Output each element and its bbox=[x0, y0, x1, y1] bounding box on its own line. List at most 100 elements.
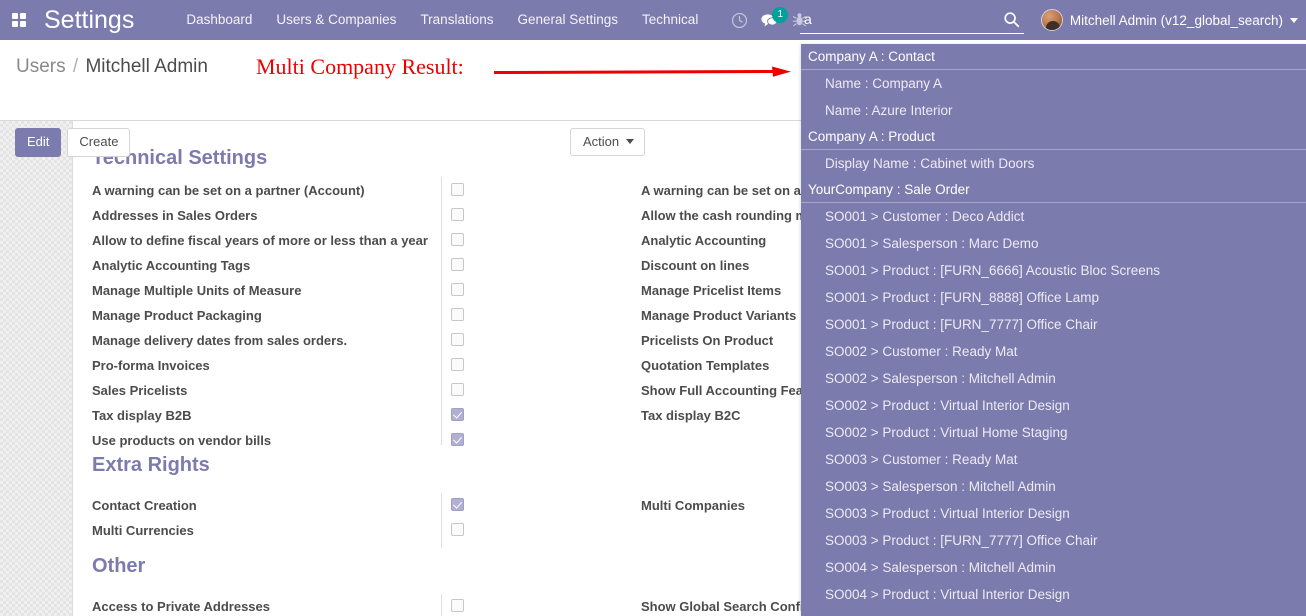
result-item[interactable]: SO002 > Customer : Ready Mat bbox=[825, 344, 1018, 359]
apps-grid-icon bbox=[12, 13, 26, 27]
clock-icon[interactable] bbox=[724, 0, 754, 40]
nav-item-users-companies[interactable]: Users & Companies bbox=[276, 12, 397, 27]
technical-settings-left-column: A warning can be set on a partner (Accou… bbox=[92, 178, 464, 453]
global-search-box[interactable] bbox=[800, 6, 1024, 34]
edit-button[interactable]: Edit bbox=[15, 128, 62, 157]
breadcrumb-root[interactable]: Users bbox=[16, 56, 66, 77]
setting-label: Tax display B2B bbox=[92, 408, 192, 423]
setting-checkbox[interactable] bbox=[451, 233, 464, 246]
setting-label: Pro-forma Invoices bbox=[92, 358, 210, 373]
setting-row[interactable]: Manage Multiple Units of Measure bbox=[92, 278, 464, 303]
setting-checkbox[interactable] bbox=[451, 358, 464, 371]
setting-checkbox[interactable] bbox=[451, 408, 464, 421]
setting-label: Manage Multiple Units of Measure bbox=[92, 283, 302, 298]
setting-row[interactable]: Tax display B2B bbox=[92, 403, 464, 428]
result-group-header: Company A : Contact bbox=[801, 44, 1306, 70]
setting-row[interactable]: Sales Pricelists bbox=[92, 378, 464, 403]
global-search-results-dropdown[interactable]: Company A : Contact Name : Company A Nam… bbox=[801, 44, 1306, 616]
nav-item-general-settings[interactable]: General Settings bbox=[517, 12, 619, 27]
setting-label: Multi Companies bbox=[641, 498, 746, 513]
setting-row[interactable]: Manage delivery dates from sales orders. bbox=[92, 328, 464, 353]
annotation-text: Multi Company Result: bbox=[256, 54, 464, 79]
setting-checkbox[interactable] bbox=[451, 308, 464, 321]
setting-label: Analytic Accounting Tags bbox=[92, 258, 251, 273]
result-item[interactable]: SO003 > Product : [FURN_7777] Office Cha… bbox=[825, 533, 1098, 548]
column-divider-left-2 bbox=[441, 493, 442, 548]
setting-row[interactable]: Access to Private Addresses bbox=[92, 594, 464, 616]
search-input[interactable] bbox=[800, 10, 998, 29]
setting-checkbox[interactable] bbox=[451, 599, 464, 612]
app-brand-title[interactable]: Settings bbox=[44, 5, 135, 34]
record-buttons: Edit Create bbox=[15, 128, 131, 157]
nav-item-technical[interactable]: Technical bbox=[642, 12, 699, 27]
action-dropdown-label: Action bbox=[583, 134, 620, 149]
setting-checkbox[interactable] bbox=[451, 283, 464, 296]
setting-checkbox[interactable] bbox=[451, 208, 464, 221]
result-item[interactable]: SO003 > Customer : Ready Mat bbox=[825, 452, 1018, 467]
setting-label: Discount on lines bbox=[641, 258, 750, 273]
setting-label: Manage Product Variants bbox=[641, 308, 797, 323]
setting-label: Contact Creation bbox=[92, 498, 197, 513]
setting-checkbox[interactable] bbox=[451, 523, 464, 536]
apps-menu-button[interactable] bbox=[0, 0, 38, 40]
column-divider-left-1 bbox=[441, 177, 442, 445]
setting-checkbox[interactable] bbox=[451, 333, 464, 346]
result-item[interactable]: SO004 > Salesperson : Mitchell Admin bbox=[825, 560, 1056, 575]
setting-label: Manage delivery dates from sales orders. bbox=[92, 333, 348, 348]
caret-down-icon bbox=[626, 139, 635, 144]
result-item[interactable]: SO004 > Product : [FURN_8888] Office Lam… bbox=[801, 608, 1306, 616]
result-group-header: YourCompany : Sale Order bbox=[801, 177, 1306, 203]
breadcrumb-separator: / bbox=[72, 56, 79, 77]
setting-label: Quotation Templates bbox=[641, 358, 770, 373]
setting-checkbox[interactable] bbox=[451, 383, 464, 396]
result-item[interactable]: SO001 > Product : [FURN_6666] Acoustic B… bbox=[825, 263, 1161, 278]
section-title-technical-settings: Technical Settings bbox=[92, 147, 268, 169]
result-item[interactable]: SO003 > Salesperson : Mitchell Admin bbox=[825, 479, 1056, 494]
result-item[interactable]: SO001 > Customer : Deco Addict bbox=[825, 209, 1025, 224]
breadcrumb-current: Mitchell Admin bbox=[85, 56, 208, 77]
setting-label: Use products on vendor bills bbox=[92, 433, 272, 448]
other-left-column: Access to Private Addresses bbox=[92, 594, 464, 616]
setting-row[interactable]: Use products on vendor bills bbox=[92, 428, 464, 453]
setting-label: Show Full Accounting Features bbox=[641, 383, 835, 398]
search-icon[interactable] bbox=[998, 7, 1024, 33]
setting-label: Access to Private Addresses bbox=[92, 599, 271, 614]
setting-label: Manage Product Packaging bbox=[92, 308, 262, 323]
user-menu[interactable]: Mitchell Admin (v12_global_search) bbox=[1040, 0, 1298, 40]
result-item[interactable]: SO002 > Product : Virtual Home Staging bbox=[825, 425, 1068, 440]
result-item[interactable]: SO002 > Salesperson : Mitchell Admin bbox=[825, 371, 1056, 386]
result-item[interactable]: SO001 > Product : [FURN_7777] Office Cha… bbox=[825, 317, 1098, 332]
setting-label: Manage Pricelist Items bbox=[641, 283, 782, 298]
result-item[interactable]: Display Name : Cabinet with Doors bbox=[825, 156, 1035, 171]
setting-row[interactable]: Analytic Accounting Tags bbox=[92, 253, 464, 278]
result-item[interactable]: SO004 > Product : Virtual Interior Desig… bbox=[825, 587, 1070, 602]
result-item[interactable]: Name : Azure Interior bbox=[825, 103, 953, 118]
setting-row[interactable]: Addresses in Sales Orders bbox=[92, 203, 464, 228]
setting-row[interactable]: Multi Currencies bbox=[92, 518, 464, 543]
setting-checkbox[interactable] bbox=[451, 258, 464, 271]
setting-row[interactable]: Allow to define fiscal years of more or … bbox=[92, 228, 464, 253]
top-navbar: Settings Dashboard Users & Companies Tra… bbox=[0, 0, 1306, 40]
nav-menu: Dashboard Users & Companies Translations… bbox=[174, 0, 710, 40]
result-item[interactable]: SO002 > Product : Virtual Interior Desig… bbox=[825, 398, 1070, 413]
setting-row[interactable]: Contact Creation bbox=[92, 493, 464, 518]
nav-item-dashboard[interactable]: Dashboard bbox=[186, 12, 253, 27]
messages-icon[interactable]: 1 bbox=[754, 0, 789, 40]
action-dropdown-button[interactable]: Action bbox=[570, 128, 646, 156]
section-title-other: Other bbox=[92, 555, 146, 577]
result-item[interactable]: SO003 > Product : Virtual Interior Desig… bbox=[825, 506, 1070, 521]
result-item[interactable]: SO001 > Product : [FURN_8888] Office Lam… bbox=[825, 290, 1100, 305]
setting-checkbox[interactable] bbox=[451, 183, 464, 196]
create-button[interactable]: Create bbox=[67, 128, 131, 157]
setting-checkbox[interactable] bbox=[451, 433, 464, 446]
setting-row[interactable]: Manage Product Packaging bbox=[92, 303, 464, 328]
setting-checkbox[interactable] bbox=[451, 498, 464, 511]
setting-label: Allow to define fiscal years of more or … bbox=[92, 233, 428, 248]
setting-row[interactable]: A warning can be set on a partner (Accou… bbox=[92, 178, 464, 203]
result-item[interactable]: Name : Company A bbox=[825, 76, 943, 91]
nav-item-translations[interactable]: Translations bbox=[420, 12, 494, 27]
setting-row[interactable]: Pro-forma Invoices bbox=[92, 353, 464, 378]
extra-rights-left-column: Contact Creation Multi Currencies bbox=[92, 493, 464, 543]
result-item[interactable]: SO001 > Salesperson : Marc Demo bbox=[825, 236, 1039, 251]
avatar bbox=[1040, 9, 1063, 31]
